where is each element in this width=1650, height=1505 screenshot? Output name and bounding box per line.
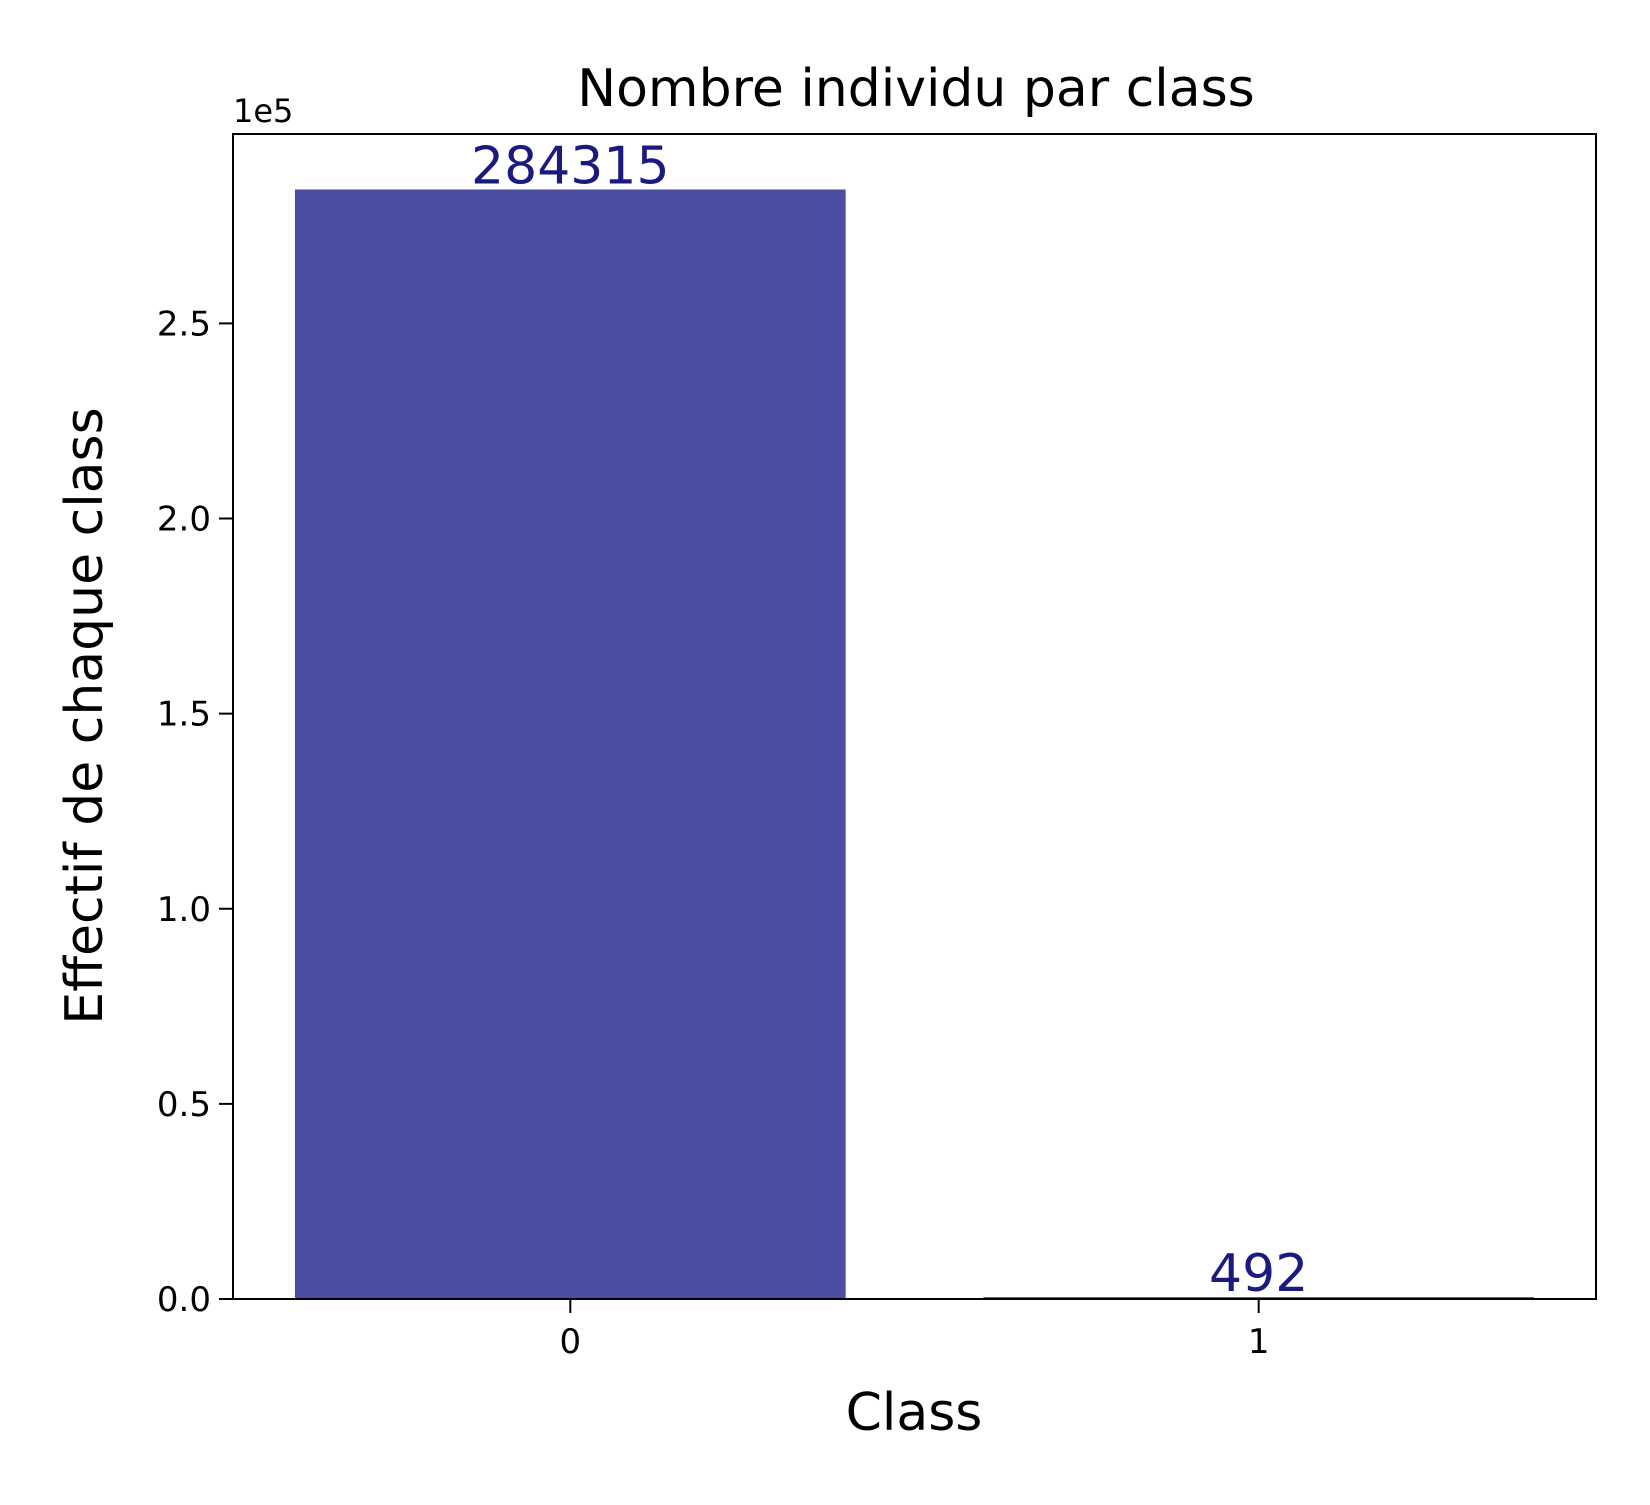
y-tick-label: 1.0 bbox=[157, 890, 211, 930]
bar-value-label: 492 bbox=[1209, 1244, 1308, 1304]
y-tick-label: 0.0 bbox=[157, 1280, 211, 1320]
y-axis-offset-label: 1e5 bbox=[233, 92, 293, 130]
y-axis-label: Effectif de chaque class bbox=[55, 407, 115, 1024]
bar-value-label: 284315 bbox=[471, 136, 670, 196]
y-ticks-layer: 0.0 0.5 1.0 1.5 2.0 2.5 bbox=[157, 304, 233, 1320]
bar-class-0 bbox=[294, 189, 846, 1299]
plot-frame bbox=[232, 133, 1597, 1300]
y-tick-label: 0.5 bbox=[157, 1085, 211, 1125]
x-tick-label: 0 bbox=[559, 1322, 581, 1362]
y-tick-label: 2.5 bbox=[157, 304, 211, 344]
y-tick-label: 1.5 bbox=[157, 695, 211, 735]
chart-title: Nombre individu par class bbox=[577, 59, 1255, 119]
data-labels-layer: 284315 492 bbox=[471, 136, 1308, 1304]
y-tick-label: 2.0 bbox=[157, 500, 211, 540]
x-axis-label: Class bbox=[846, 1383, 983, 1443]
bars-layer bbox=[294, 189, 1535, 1299]
x-tick-label: 1 bbox=[1248, 1322, 1270, 1362]
